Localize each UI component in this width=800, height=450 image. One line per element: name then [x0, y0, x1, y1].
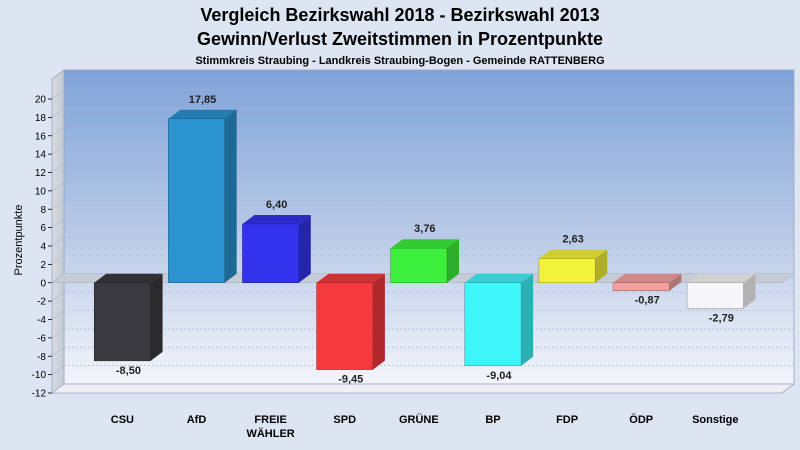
value-label: 3,76: [414, 223, 435, 235]
x-tick-label: FDP: [556, 414, 578, 426]
value-label: -9,04: [486, 370, 512, 382]
x-tick-label: ÖDP: [629, 413, 653, 426]
gridline-side: [51, 328, 65, 339]
bar-side: [521, 273, 534, 366]
x-tick-label: WÄHLER: [246, 427, 294, 440]
y-tick-label: 2: [40, 260, 46, 271]
value-label: -8,50: [116, 365, 141, 377]
bar-sonstige: [686, 282, 744, 309]
chart-region-subtitle: Stimmkreis Straubing - Landkreis Straubi…: [195, 55, 605, 67]
y-tick-label: 10: [35, 186, 47, 197]
bar-afd: [168, 118, 225, 283]
x-tick-label: CSU: [111, 414, 134, 426]
y-tick-label: 8: [40, 205, 46, 216]
value-label: 17,85: [189, 94, 217, 106]
bar-side: [224, 109, 237, 283]
x-tick-label: AfD: [187, 414, 207, 426]
gridline-side: [51, 365, 65, 375]
x-tick-label: FREIE: [254, 414, 286, 426]
bar-freie-wähler: [242, 223, 300, 283]
bar-grüne: [390, 247, 448, 283]
bar-top: [613, 273, 682, 283]
bar-spd: [316, 282, 374, 370]
bar-top: [390, 239, 460, 249]
y-tick-label: 4: [40, 242, 46, 253]
value-label: 6,40: [266, 199, 287, 211]
gridline-side: [51, 383, 65, 394]
x-tick-label: SPD: [333, 414, 356, 426]
y-tick-label: 14: [35, 150, 47, 161]
bar-top: [538, 249, 608, 259]
gridline-side: [51, 144, 65, 155]
bar-side: [669, 273, 682, 291]
bar-bp: [464, 282, 522, 367]
y-tick-label: -2: [37, 297, 46, 308]
chart-subtitle: Gewinn/Verlust Zweitstimmen in Prozentpu…: [196, 29, 604, 49]
plot-floor: [50, 383, 796, 394]
bar-fdp: [538, 258, 596, 284]
bar-side: [372, 273, 385, 370]
gridline-side: [51, 291, 65, 302]
gridline-side: [51, 236, 65, 247]
bar-top: [687, 273, 756, 283]
y-tick-label: -12: [32, 389, 47, 400]
y-tick-label: -4: [37, 315, 46, 326]
plot-left-wall: [51, 69, 65, 394]
gridline-side: [51, 255, 65, 265]
bar-top: [464, 273, 534, 283]
x-tick-label: GRÜNE: [399, 413, 439, 426]
y-tick-label: 18: [35, 113, 47, 124]
y-tick-label: 0: [40, 278, 46, 289]
bar-top: [316, 273, 385, 283]
gridline-side: [51, 126, 65, 136]
y-tick-label: -8: [37, 352, 46, 363]
value-label: -9,45: [338, 374, 363, 386]
bar-side: [298, 214, 311, 283]
gridline-side: [51, 108, 65, 118]
bar-top: [242, 214, 311, 224]
value-label: -0,87: [635, 295, 660, 307]
y-tick-label: 12: [35, 168, 47, 179]
gridline-side: [51, 200, 65, 210]
chart-title: Vergleich Bezirkswahl 2018 - Bezirkswahl…: [200, 5, 600, 25]
bar-top: [94, 273, 163, 283]
bar-side: [743, 273, 756, 309]
y-tick-label: -10: [32, 370, 47, 381]
gridline-side: [51, 347, 65, 357]
value-label: -2,79: [709, 312, 734, 324]
bar-side: [447, 239, 460, 283]
y-tick-label: 16: [35, 131, 47, 142]
bar-ödp: [612, 282, 670, 291]
gridline-side: [51, 310, 65, 320]
y-tick-label: 20: [35, 95, 47, 106]
y-axis-label: Prozentpunkte: [13, 205, 25, 276]
gridline-side: [51, 218, 65, 228]
x-tick-label: BP: [485, 414, 500, 426]
value-label: 2,63: [562, 234, 583, 246]
bar-csu: [93, 282, 151, 362]
x-tick-label: Sonstige: [692, 414, 738, 426]
gridline-side: [51, 163, 65, 173]
y-tick-label: -6: [37, 333, 46, 344]
gridline-side: [51, 181, 65, 192]
bar-side: [150, 273, 163, 361]
gridline-side: [51, 89, 65, 100]
y-tick-label: 6: [40, 223, 46, 234]
bar-side: [595, 249, 608, 283]
bar-top: [168, 109, 237, 119]
